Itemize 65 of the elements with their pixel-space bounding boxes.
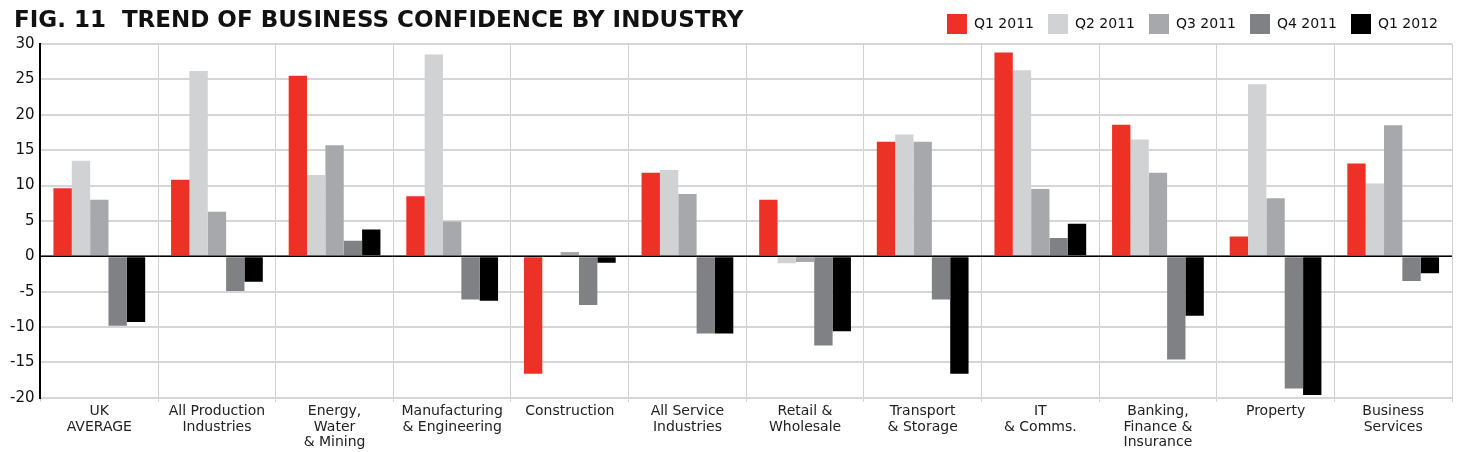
bar	[814, 257, 833, 346]
x-tick-label: Property	[1245, 402, 1306, 419]
bar	[1031, 189, 1050, 256]
bar	[1049, 237, 1068, 256]
y-tick-label: -5	[19, 281, 35, 300]
bar	[1384, 125, 1403, 256]
legend-label: Q4 2011	[1276, 14, 1337, 31]
bar	[1112, 124, 1131, 256]
bar	[1402, 257, 1421, 282]
x-tick-label: IT & Comms.	[1003, 402, 1077, 434]
bar	[795, 257, 815, 262]
bar	[1148, 172, 1168, 256]
bar	[759, 199, 778, 256]
bar	[523, 257, 543, 374]
bar	[578, 257, 598, 306]
bar	[53, 188, 72, 256]
legend-label: Q1 2012	[1377, 14, 1439, 31]
bar	[931, 257, 951, 300]
y-tick-label: 25	[15, 69, 35, 88]
chart-title: FIG. 11 TREND OF BUSINESS CONFIDENCE BY INDUSTRY	[14, 6, 744, 32]
x-tick-label: Energy, Water & Mining	[303, 402, 366, 449]
bar	[325, 145, 344, 256]
legend-label: Q3 2011	[1175, 14, 1236, 31]
bar	[913, 141, 932, 256]
bar	[678, 194, 697, 256]
bar	[1229, 236, 1249, 256]
x-tick-label: Construction	[525, 402, 615, 419]
y-tick-label: -10	[10, 316, 35, 335]
bar	[876, 141, 896, 256]
bar	[560, 252, 579, 256]
bar	[108, 257, 127, 326]
bar	[1284, 257, 1304, 389]
bar	[343, 240, 363, 256]
bar	[406, 196, 425, 256]
y-tick-label: 20	[15, 104, 35, 123]
bar	[443, 221, 462, 256]
y-tick-label: -20	[10, 387, 35, 406]
y-tick-label: 5	[24, 210, 35, 229]
y-tick-label: 15	[15, 140, 35, 159]
bar	[226, 257, 245, 291]
bar	[90, 199, 109, 256]
bar	[1266, 198, 1285, 256]
bar	[641, 172, 660, 256]
bar	[207, 211, 227, 256]
y-tick-label: -15	[10, 352, 35, 371]
bar	[1347, 163, 1366, 256]
y-tick-label: 10	[15, 175, 35, 194]
bar	[994, 52, 1013, 256]
legend-label: Q1 2011	[973, 14, 1034, 31]
x-tick-label: Business Services	[1362, 402, 1425, 434]
y-tick-label: 30	[15, 33, 35, 52]
x-tick-label: Banking, Finance & Insurance	[1123, 402, 1193, 449]
bar	[696, 257, 715, 334]
y-tick-label: 0	[24, 246, 35, 265]
bar	[171, 179, 190, 256]
x-tick-label: All Production Industries	[168, 402, 266, 434]
bar	[1167, 257, 1186, 360]
x-tick-label: Manufacturing & Engineering	[401, 402, 503, 434]
bar	[461, 257, 480, 300]
legend-label: Q2 2011	[1074, 14, 1135, 31]
x-tick-label: UK AVERAGE	[66, 402, 132, 434]
x-tick-label: Transport & Storage	[887, 402, 958, 434]
x-tick-label: All Service Industries	[650, 402, 725, 434]
x-tick-label: Retail & Wholesale	[768, 402, 842, 434]
bar	[288, 75, 308, 256]
